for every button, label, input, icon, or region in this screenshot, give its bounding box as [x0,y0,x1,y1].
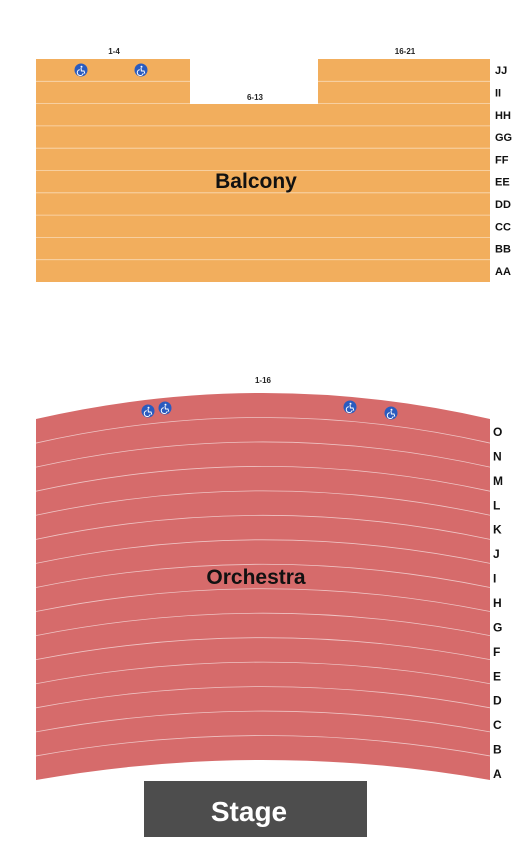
wheelchair-icon[interactable] [343,400,357,414]
orchestra-row-label: C [493,718,502,732]
orchestra-row-label: F [493,645,500,659]
orchestra-row-divider [35,612,491,636]
balcony-row-label: EE [495,177,510,189]
balcony-seat-range-right: 16-21 [395,47,416,56]
orchestra-row-divider [35,514,491,540]
orchestra-seat-range: 1-16 [255,376,272,385]
orchestra-row-label: G [493,620,502,634]
balcony-row-label: JJ [495,65,507,77]
balcony-row-label: BB [495,244,511,256]
orchestra-section[interactable] [35,393,491,780]
balcony-seat-range-left: 1-4 [108,47,120,56]
orchestra-row-label: O [493,425,502,439]
balcony-title: Balcony [215,170,297,193]
orchestra-row-label: D [493,694,502,708]
balcony-row-label: CC [495,221,511,233]
orchestra-row-label: K [493,523,502,537]
balcony-seat-range-center: 6-13 [247,93,264,102]
orchestra-row-label: I [493,572,496,586]
balcony-row-label: DD [495,199,511,211]
orchestra-row-divider [35,466,491,492]
orchestra-row-divider [35,710,491,733]
orchestra-row-label: N [493,449,502,463]
wheelchair-icon[interactable] [74,63,88,77]
balcony-row-labels: JJ II HH GG FF EE DD CC BB AA [495,65,512,278]
orchestra-row-dividers [35,417,491,757]
wheelchair-icon[interactable] [134,63,148,77]
balcony-row-label: FF [495,154,509,166]
balcony-row-label: II [495,87,501,99]
orchestra-row-label: H [493,596,502,610]
orchestra-row-divider [35,735,491,757]
balcony-row-dividers [36,80,490,261]
orchestra-row-label: M [493,474,503,488]
stage-block[interactable] [144,781,367,837]
wheelchair-icon[interactable] [158,401,172,415]
orchestra-row-label: A [493,767,502,781]
wheelchair-icon[interactable] [384,406,398,420]
stage[interactable]: Stage [144,781,367,837]
orchestra-row-divider [35,539,491,564]
orchestra-row-divider [35,661,491,685]
balcony-row-label: AA [495,266,511,278]
balcony-section[interactable] [36,59,490,282]
orchestra-row-divider [35,588,491,612]
orchestra-title: Orchestra [206,566,306,589]
orchestra-shape[interactable] [36,393,490,780]
orchestra-row-divider [35,417,491,444]
orchestra-row-divider [35,686,491,709]
stage-label: Stage [211,796,287,827]
orchestra-row-label: B [493,743,502,757]
orchestra-row-divider [35,563,491,588]
wheelchair-icon[interactable] [141,404,155,418]
orchestra-row-label: L [493,498,500,512]
orchestra-row-divider [35,490,491,516]
orchestra-row-label: J [493,547,500,561]
balcony-row-label: HH [495,110,511,122]
balcony-row-label: GG [495,132,512,144]
orchestra-row-label: E [493,669,501,683]
orchestra-row-divider [35,441,491,468]
orchestra-row-divider [35,637,491,661]
